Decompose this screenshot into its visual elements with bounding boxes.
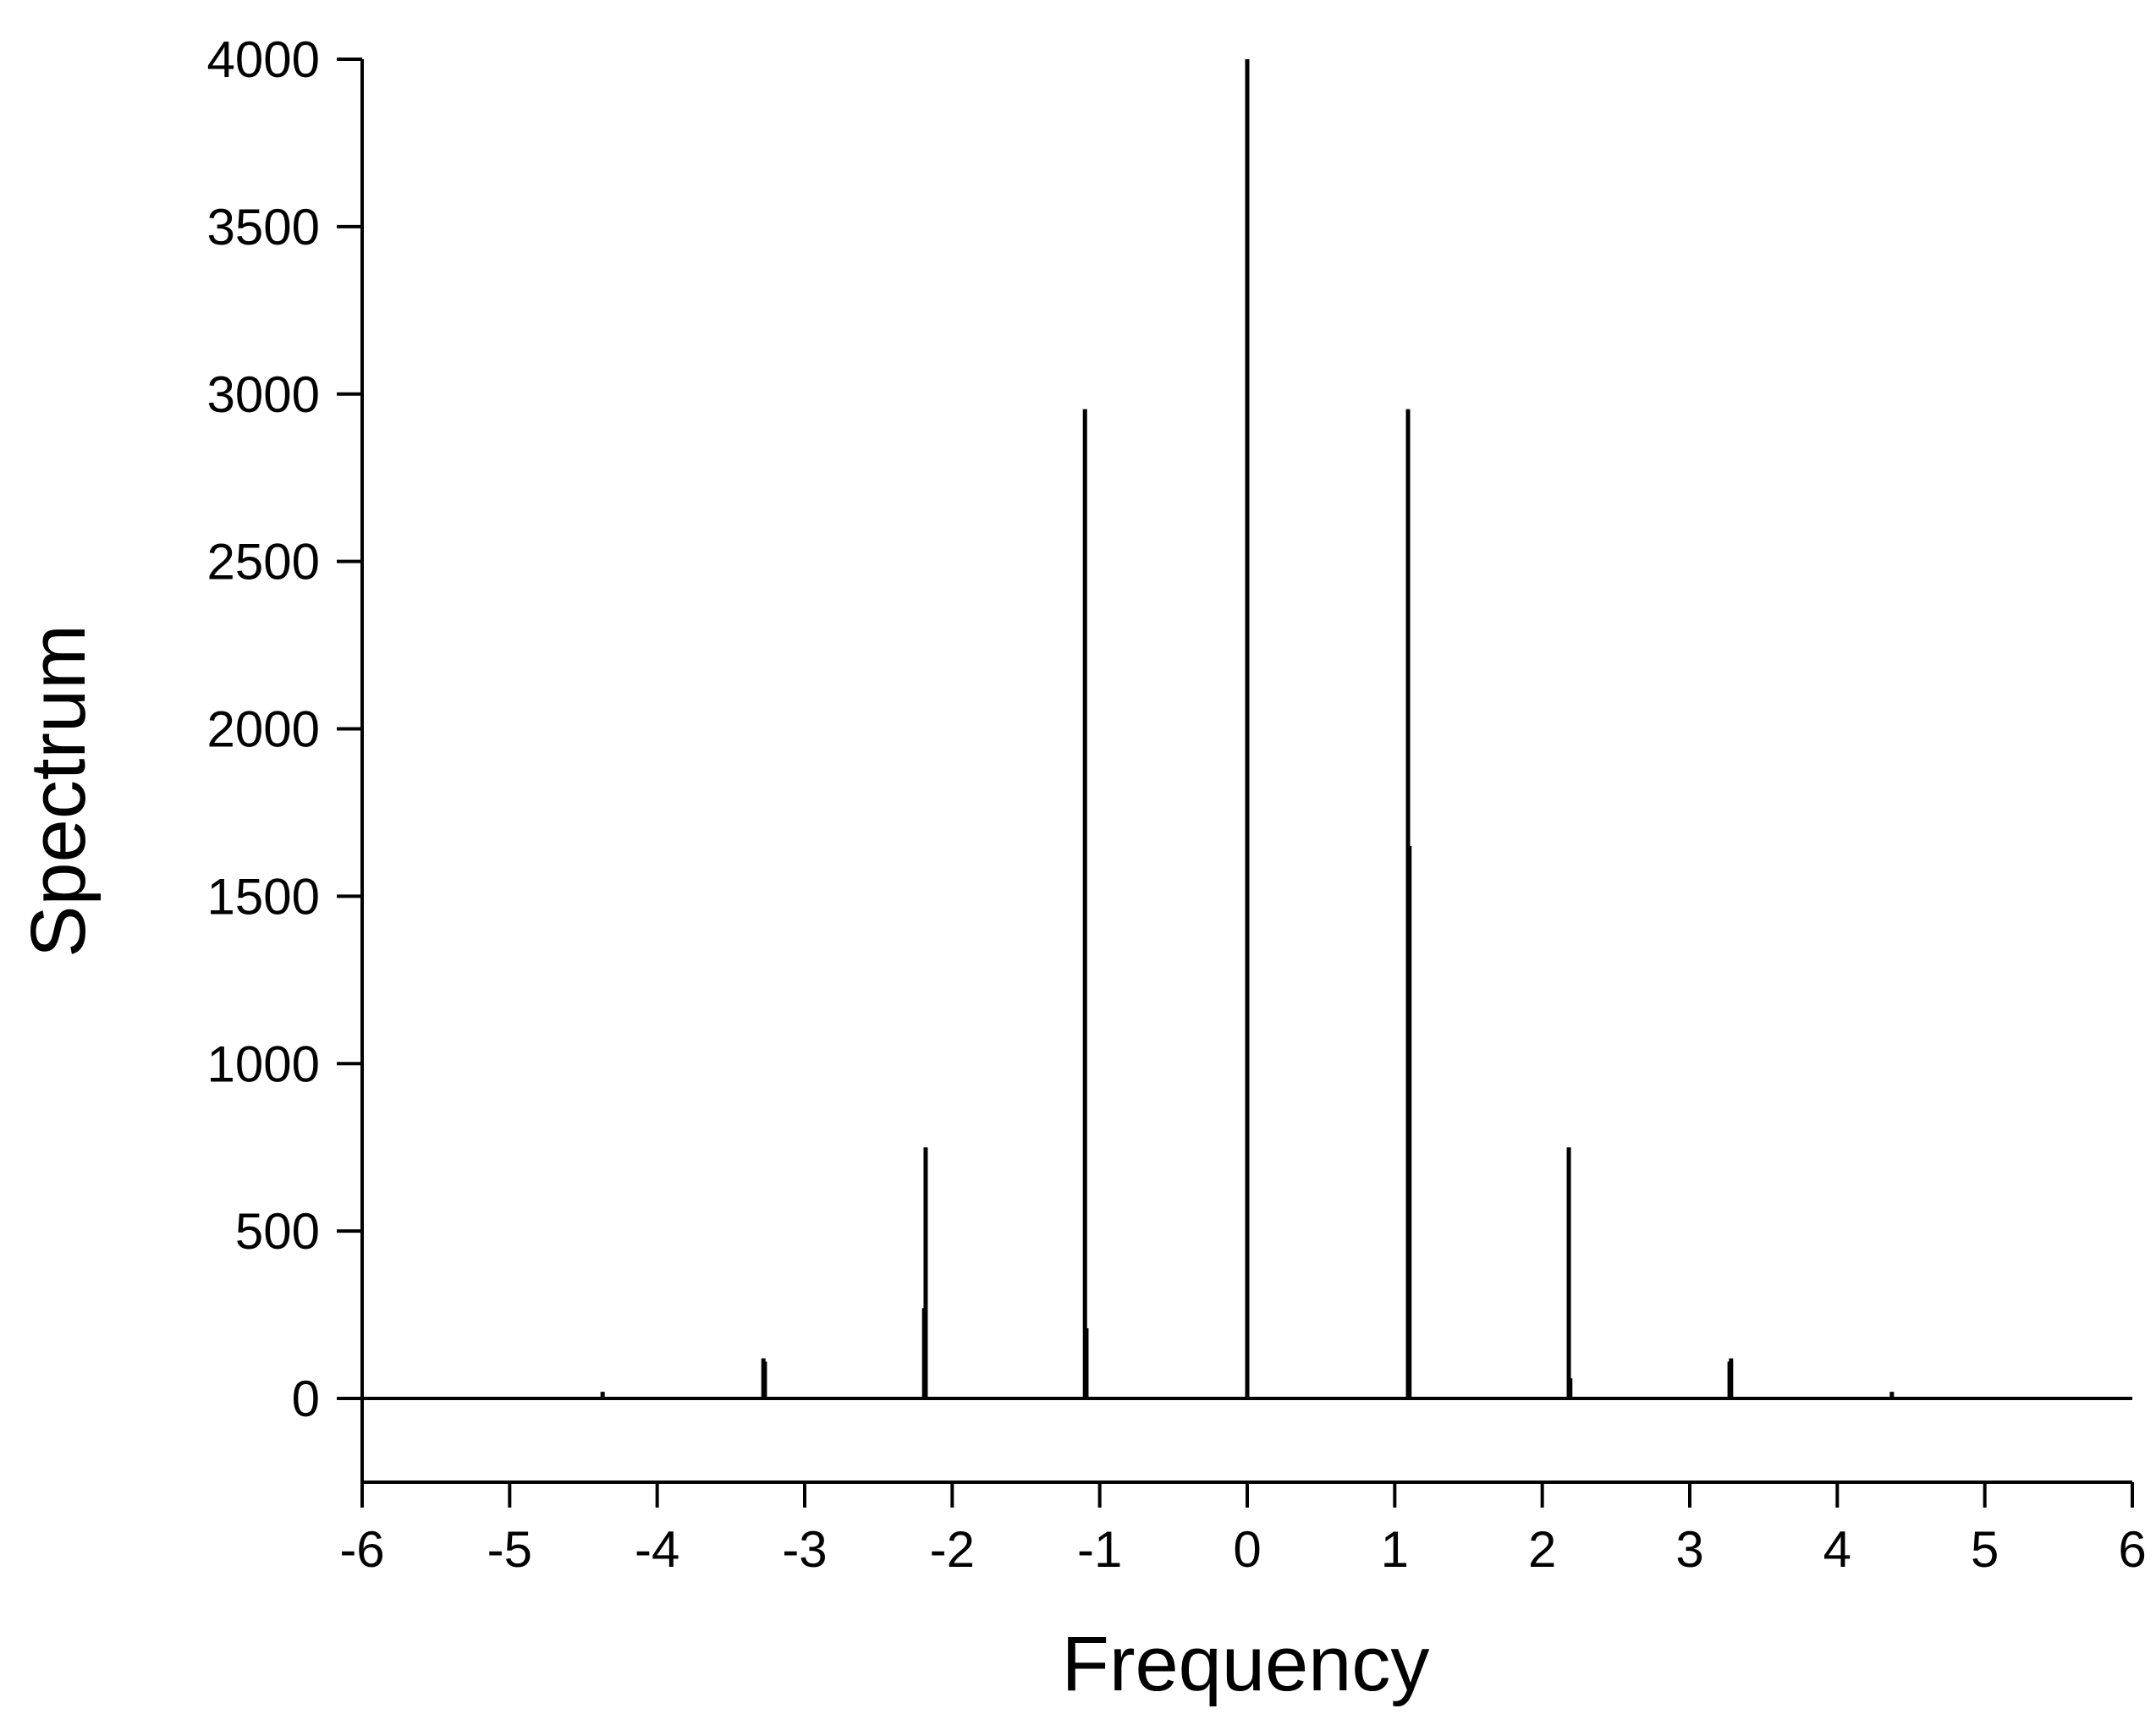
x-tick-label: -4 [635,1521,679,1578]
x-tick-label: -3 [782,1521,827,1578]
x-tick-label: 6 [2118,1521,2146,1578]
x-tick-label: 2 [1528,1521,1556,1578]
x-tick-label: 1 [1381,1521,1409,1578]
x-tick-label: -1 [1077,1521,1122,1578]
x-tick-label: -5 [487,1521,532,1578]
y-tick-label: 3000 [207,366,320,423]
spectrum-bars [439,59,2055,1399]
y-tick-label: 0 [292,1371,320,1427]
x-tick-label: -2 [930,1521,975,1578]
y-tick-label: 4000 [207,31,320,88]
x-axis-ticks: -6 -5 -4 -3 -2 -1 0 1 2 3 4 5 6 [339,1482,2147,1578]
y-tick-label: 500 [235,1203,320,1260]
y-tick-label: 2000 [207,701,320,758]
x-tick-label: 4 [1823,1521,1851,1578]
x-tick-label: -6 [339,1521,384,1578]
y-axis-ticks: 0 500 1000 1500 2000 2500 3000 3500 4000 [207,31,362,1427]
x-tick-label: 5 [1971,1521,1999,1578]
y-tick-label: 1000 [207,1036,320,1092]
x-tick-label: 3 [1675,1521,1703,1578]
x-axis-label: Frequency [1062,1621,1430,1707]
y-tick-label: 2500 [207,534,320,591]
y-axis-label: Spectrum [15,624,102,958]
x-tick-label: 0 [1233,1521,1261,1578]
y-tick-label: 3500 [207,199,320,255]
y-tick-label: 1500 [207,868,320,925]
